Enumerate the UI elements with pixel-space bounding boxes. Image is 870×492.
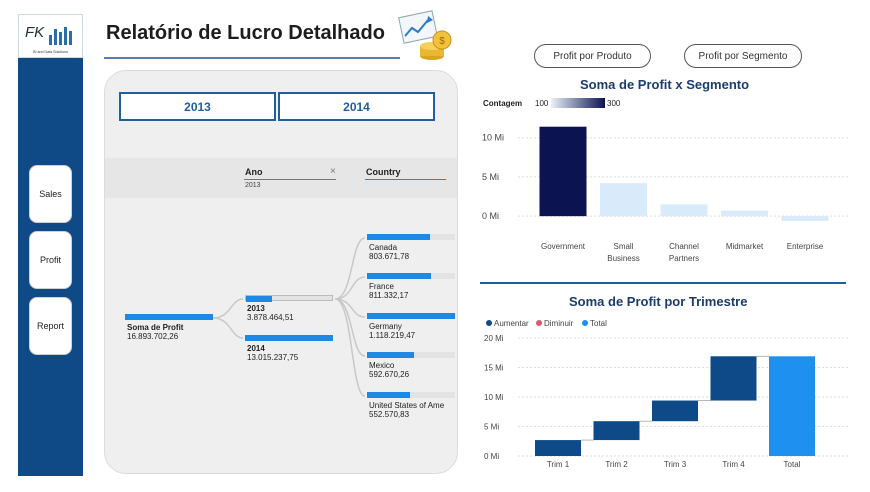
segment-x-label: Business [607,254,639,263]
title-underline [104,57,400,59]
country-bar[interactable] [367,352,455,358]
segment-y-tick: 10 Mi [482,133,504,143]
country-bar[interactable] [367,273,455,279]
quarter-x-label: Trim 2 [605,460,628,469]
clear-filter-icon[interactable]: × [330,166,336,177]
tree-connectors [212,237,366,397]
quarter-total-bar [769,356,815,456]
nav-profit-button[interactable]: Profit [29,231,72,289]
segment-legend-min: 100 [535,99,549,108]
legend-label: Total [590,319,607,328]
segment-x-label: Enterprise [787,242,824,251]
quarter-y-tick: 15 Mi [484,364,504,373]
tree-header-band [105,158,457,198]
year-2014-value: 13.015.237,75 [247,353,299,362]
root-bar[interactable] [125,314,213,320]
segment-bar [539,126,587,217]
ano-header: Ano [245,167,263,177]
quarter-bar [535,440,581,456]
segment-x-label: Channel [669,242,699,251]
year-2014-label: 2014 [247,344,265,353]
segment-bar-chart: 10 Mi 5 Mi 0 Mi Government Small Business Chan… [482,126,850,263]
country-bar[interactable] [367,392,455,398]
profit-por-segmento-button[interactable]: Profit por Segmento [684,44,802,68]
country-header-underline [365,179,446,180]
nav-report-label: Report [36,321,64,331]
root-value: 16.893.702,26 [127,332,179,341]
quarter-legend: Aumentar Diminuir Total [486,319,607,328]
country-value: 1.118.219,47 [369,331,416,340]
country-label: France [369,282,394,291]
root-label: Soma de Profit [127,323,184,332]
svg-text:$: $ [439,36,445,47]
segment-x-label: Small [613,242,633,251]
year-2013-label: 2013 [247,304,265,313]
nav-sales-label: Sales [39,189,62,199]
profit-coins-icon: $ [398,10,452,60]
country-value: 811.332,17 [369,291,409,300]
country-value: 803.671,78 [369,252,410,261]
year-slicer-2014[interactable]: 2014 [278,92,435,121]
quarter-bar [593,421,640,441]
country-header: Country [366,167,401,177]
ano-filter-value: 2013 [245,182,261,189]
segment-x-label: Government [541,242,586,251]
legend-marker [582,320,588,326]
segment-legend-max: 300 [607,99,621,108]
segment-bar [600,183,647,217]
quarter-waterfall-chart: 20 Mi 15 Mi 10 Mi 5 Mi 0 Mi Trim 1 Trim 2 Trim … [484,334,850,469]
logo: FK BI and Data Solutions [18,14,83,58]
year-2013-bar[interactable] [245,295,333,302]
country-bar[interactable] [367,313,455,319]
nav-sales-button[interactable]: Sales [29,165,72,223]
segment-chart-title: Soma de Profit x Segmento [580,77,750,92]
logo-text: FK [25,24,45,41]
year-slicer-2013[interactable]: 2013 [119,92,276,121]
segment-y-tick: 0 Mi [482,211,499,221]
country-bar[interactable] [367,234,455,240]
country-label: Germany [369,322,402,331]
segment-legend-title: Contagem [483,99,523,108]
logo-caption: BI and Data Solutions [33,50,68,54]
country-label: Mexico [369,361,395,370]
country-value: 592.670,26 [369,370,410,379]
quarter-y-tick: 10 Mi [484,393,504,402]
legend-marker [486,320,492,326]
segment-bar [660,204,708,217]
ano-header-underline [244,179,336,180]
quarter-bar [652,400,698,422]
quarter-y-tick: 20 Mi [484,334,504,343]
quarter-x-label: Trim 3 [664,460,687,469]
segment-bar [721,210,768,217]
nav-report-button[interactable]: Report [29,297,72,355]
segment-bar [781,216,829,221]
quarter-x-label: Total [784,460,801,469]
logo-mark-icon: FK BI and Data Solutions [25,24,72,54]
nav-profit-label: Profit [39,255,61,265]
quarter-y-tick: 5 Mi [484,423,499,432]
legend-marker [536,320,542,326]
year-2013-value: 3.878.464,51 [247,313,294,322]
segment-legend-gradient [551,98,605,108]
segment-x-label: Partners [669,254,699,263]
country-value: 552.570,83 [369,410,410,419]
decomposition-tree-panel: 2013 2014 Ano × 2013 Country Soma de Pro… [104,70,458,474]
segment-x-label: Midmarket [726,242,764,251]
sidebar: FK BI and Data Solutions Sales Profit Re… [18,14,83,476]
country-label: United States of Ame [369,401,445,410]
legend-label: Aumentar [494,319,529,328]
quarter-x-label: Trim 4 [722,460,745,469]
profit-por-produto-button[interactable]: Profit por Produto [534,44,651,68]
segment-y-tick: 5 Mi [482,172,499,182]
quarter-x-label: Trim 1 [547,460,570,469]
country-label: Canada [369,243,398,252]
charts-divider [480,282,846,284]
quarter-chart-title: Soma de Profit por Trimestre [569,294,748,309]
page-title: Relatório de Lucro Detalhado [106,22,385,44]
quarter-y-tick: 0 Mi [484,452,499,461]
quarter-bar [710,356,757,401]
legend-label: Diminuir [544,319,574,328]
year-2014-bar[interactable] [245,335,333,341]
